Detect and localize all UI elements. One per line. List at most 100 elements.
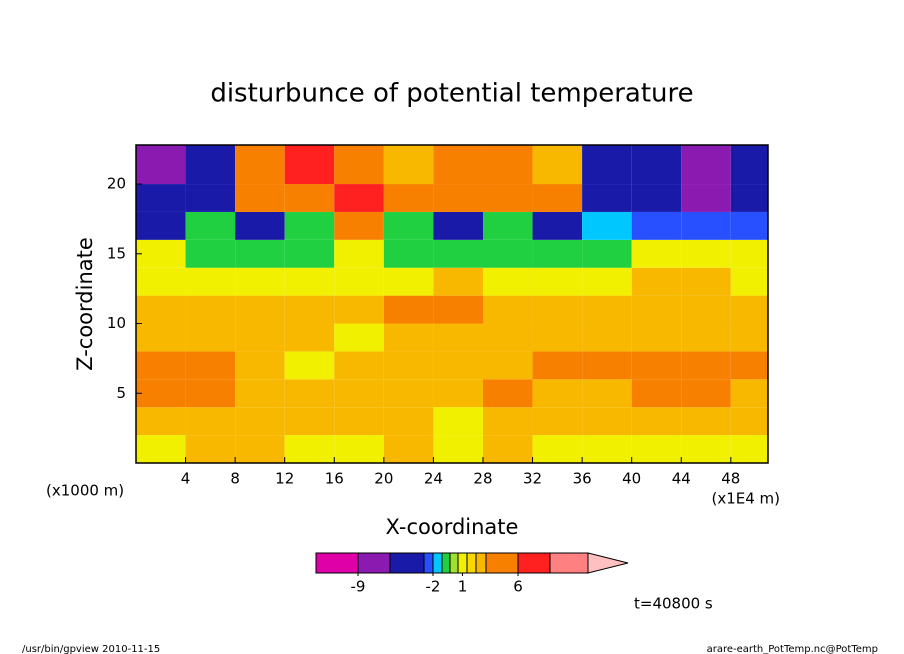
colorbar-box bbox=[423, 552, 434, 574]
contour-cell bbox=[284, 239, 335, 268]
contour-cell bbox=[532, 145, 583, 185]
contour-cell bbox=[334, 323, 384, 352]
contour-cell bbox=[284, 145, 335, 185]
contour-cell bbox=[383, 239, 434, 268]
contour-cell bbox=[185, 267, 236, 296]
contour-cell bbox=[334, 295, 384, 324]
contour-cell bbox=[185, 184, 236, 212]
contour-cell bbox=[730, 145, 768, 185]
contour-cell bbox=[532, 184, 583, 212]
x-tick-label: 36 bbox=[573, 470, 592, 488]
contour-cell bbox=[284, 379, 335, 408]
contour-cell bbox=[532, 435, 583, 463]
contour-cell bbox=[631, 379, 682, 408]
contour-cell bbox=[532, 379, 583, 408]
contour-cell bbox=[730, 407, 768, 436]
x-tick-label: 12 bbox=[275, 470, 294, 488]
contour-cell bbox=[433, 267, 483, 296]
colorbar-box bbox=[432, 552, 443, 574]
contour-cell bbox=[383, 295, 434, 324]
contour-cell bbox=[235, 184, 285, 212]
contour-cell bbox=[433, 323, 483, 352]
contour-cell bbox=[334, 267, 384, 296]
x-tick-label: 44 bbox=[672, 470, 691, 488]
contour-cell bbox=[136, 379, 186, 408]
contour-cell bbox=[383, 351, 434, 380]
x-tick-label: 20 bbox=[374, 470, 393, 488]
y-tick-label: 10 bbox=[107, 314, 126, 332]
colorbar-tick-label: 6 bbox=[513, 578, 523, 596]
contour-cell bbox=[681, 145, 731, 185]
contour-cell bbox=[185, 145, 236, 185]
contour-cell bbox=[532, 295, 583, 324]
contour-cell bbox=[681, 379, 731, 408]
contour-cell bbox=[532, 211, 583, 240]
footer-left: /usr/bin/gpview 2010-11-15 bbox=[22, 644, 160, 654]
contour-cell bbox=[334, 351, 384, 380]
contour-cell bbox=[334, 407, 384, 436]
contour-cell bbox=[334, 145, 384, 185]
x-tick-label: 32 bbox=[523, 470, 542, 488]
contour-cell bbox=[532, 323, 583, 352]
contour-cell bbox=[730, 184, 768, 212]
contour-cell bbox=[383, 379, 434, 408]
contour-cell bbox=[730, 295, 768, 324]
contour-cell bbox=[185, 295, 236, 324]
contour-cell bbox=[383, 407, 434, 436]
contour-cell bbox=[185, 407, 236, 436]
contour-cell bbox=[730, 239, 768, 268]
contour-cell bbox=[235, 145, 285, 185]
contour-cell bbox=[136, 184, 186, 212]
colorbar-box bbox=[389, 552, 425, 574]
x-tick-label: 28 bbox=[473, 470, 492, 488]
contour-cell bbox=[284, 211, 335, 240]
contour-cell bbox=[482, 407, 533, 436]
contour-cell bbox=[136, 211, 186, 240]
x-unit-left: (x1000 m) bbox=[46, 482, 124, 500]
contour-cell bbox=[185, 435, 236, 463]
contour-cell bbox=[730, 323, 768, 352]
time-label: t=40800 s bbox=[634, 595, 713, 613]
contour-cell bbox=[582, 407, 632, 436]
contour-cell bbox=[136, 295, 186, 324]
contour-cell bbox=[681, 351, 731, 380]
contour-cell bbox=[284, 323, 335, 352]
contour-cell bbox=[433, 351, 483, 380]
y-tick-label: 20 bbox=[107, 175, 126, 193]
contour-cell bbox=[433, 379, 483, 408]
colorbar-box bbox=[485, 552, 519, 574]
contour-cell bbox=[136, 351, 186, 380]
contour-cell bbox=[284, 267, 335, 296]
contour-cell bbox=[681, 323, 731, 352]
contour-cell bbox=[383, 435, 434, 463]
colorbar-tick-label: -9 bbox=[351, 578, 366, 596]
y-axis-label: Z-coordinate bbox=[73, 237, 97, 371]
contour-cell bbox=[631, 211, 682, 240]
contour-cell bbox=[284, 435, 335, 463]
contour-cell bbox=[631, 239, 682, 268]
contour-cell bbox=[383, 211, 434, 240]
contour-cell bbox=[631, 323, 682, 352]
contour-cell bbox=[284, 295, 335, 324]
contour-cell bbox=[235, 295, 285, 324]
contour-cell bbox=[482, 145, 533, 185]
contour-cell bbox=[582, 145, 632, 185]
footer-right: arare-earth_PotTemp.nc@PotTemp bbox=[707, 644, 878, 654]
x-tick-label: 48 bbox=[721, 470, 740, 488]
contour-cell bbox=[482, 435, 533, 463]
contour-cell bbox=[482, 184, 533, 212]
contour-cell bbox=[631, 351, 682, 380]
contour-cell bbox=[681, 295, 731, 324]
contour-cell bbox=[482, 267, 533, 296]
x-tick-label: 16 bbox=[325, 470, 344, 488]
contour-cell bbox=[631, 295, 682, 324]
contour-cell bbox=[532, 267, 583, 296]
contour-cell bbox=[631, 435, 682, 463]
contour-cell bbox=[383, 184, 434, 212]
contour-cell bbox=[681, 184, 731, 212]
colorbar-box bbox=[549, 552, 589, 574]
colorbar-box bbox=[449, 552, 459, 574]
contour-cell bbox=[433, 184, 483, 212]
contour-cell bbox=[136, 435, 186, 463]
